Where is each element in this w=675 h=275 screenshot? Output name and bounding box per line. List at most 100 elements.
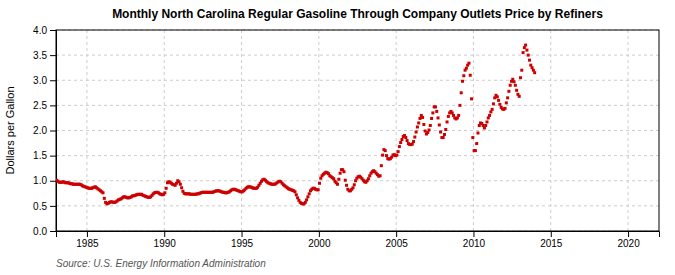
point: [398, 145, 401, 148]
x-tick: 2005: [386, 231, 409, 249]
point: [488, 114, 491, 117]
point: [430, 117, 433, 120]
y-tick: 1.0: [33, 175, 56, 186]
point: [533, 71, 536, 74]
point: [345, 184, 348, 187]
point: [344, 179, 347, 182]
point: [294, 190, 297, 193]
point: [513, 80, 516, 83]
point: [434, 105, 437, 108]
grid-line-y: [56, 180, 659, 181]
y-tick-label: 2.5: [33, 100, 47, 111]
point: [417, 121, 420, 124]
point: [180, 186, 183, 189]
point: [525, 49, 528, 52]
point: [476, 132, 479, 135]
point: [339, 172, 342, 175]
grid-line-y: [56, 55, 659, 56]
y-axis-title: Dollars per Gallon: [4, 86, 16, 174]
point: [179, 183, 182, 186]
point: [469, 74, 472, 77]
x-tick-mark: [473, 231, 474, 237]
grid: [56, 30, 659, 231]
y-tick-mark: [50, 156, 56, 157]
grid-line-x: [473, 30, 474, 231]
point: [474, 149, 477, 152]
x-tick-mark: [164, 231, 165, 237]
x-tick-label: 2020: [617, 238, 640, 249]
point: [527, 54, 530, 57]
x-tick-mark: [242, 231, 243, 237]
y-tick-label: 0.5: [33, 201, 47, 212]
point: [102, 191, 105, 194]
x-axis: 19851990199520002005201020152020: [57, 231, 660, 249]
point: [462, 74, 465, 77]
point: [422, 123, 425, 126]
point: [498, 103, 501, 106]
point: [439, 131, 442, 134]
x-axis-line: [57, 232, 660, 238]
x-tick: 2020: [617, 231, 640, 249]
point: [496, 95, 499, 98]
point: [461, 80, 464, 83]
y-axis: 0.00.51.01.52.02.53.03.54.0: [33, 25, 56, 237]
x-tick: 1985: [76, 231, 99, 249]
point: [444, 128, 447, 131]
point: [428, 128, 431, 131]
point: [337, 178, 340, 181]
point: [458, 104, 461, 107]
x-tick-label: 2010: [463, 238, 486, 249]
point: [163, 191, 166, 194]
point: [415, 131, 418, 134]
point: [406, 139, 409, 142]
y-tick-mark: [50, 206, 56, 207]
grid-line-y: [56, 130, 659, 131]
x-tick-mark: [87, 231, 88, 237]
grid-line-y: [56, 205, 659, 206]
point: [515, 89, 518, 92]
point: [418, 117, 421, 120]
point: [507, 90, 510, 93]
point: [492, 102, 495, 105]
point: [336, 183, 339, 186]
point: [351, 186, 354, 189]
point: [353, 183, 356, 186]
y-tick: 4.0: [33, 25, 56, 36]
point: [395, 154, 398, 157]
point: [165, 187, 168, 190]
y-tick-mark: [50, 80, 56, 81]
point: [442, 136, 445, 139]
point: [505, 101, 508, 104]
point: [400, 138, 403, 141]
y-tick-mark: [50, 131, 56, 132]
x-tick: 1995: [231, 231, 254, 249]
point: [519, 76, 522, 79]
point: [514, 84, 517, 87]
point: [421, 116, 424, 119]
point: [397, 150, 400, 153]
point: [471, 136, 474, 139]
grid-line-y: [56, 155, 659, 156]
point: [429, 124, 432, 127]
point: [460, 91, 463, 94]
point: [384, 149, 387, 152]
point: [412, 140, 415, 143]
y-tick: 2.5: [33, 100, 56, 111]
point: [467, 62, 470, 65]
point: [305, 198, 308, 201]
point: [318, 182, 321, 185]
grid-line-y: [56, 80, 659, 81]
point: [518, 95, 521, 98]
point: [367, 177, 370, 180]
point: [484, 124, 487, 127]
point: [446, 120, 449, 123]
point: [317, 188, 320, 191]
y-tick: 0.0: [33, 226, 56, 237]
x-tick-mark: [319, 231, 320, 237]
y-tick-mark: [50, 181, 56, 182]
y-tick: 3.0: [33, 75, 56, 86]
grid-line-x: [318, 30, 319, 231]
point: [308, 192, 311, 195]
y-tick-label: 1.5: [33, 150, 47, 161]
point: [457, 114, 460, 117]
